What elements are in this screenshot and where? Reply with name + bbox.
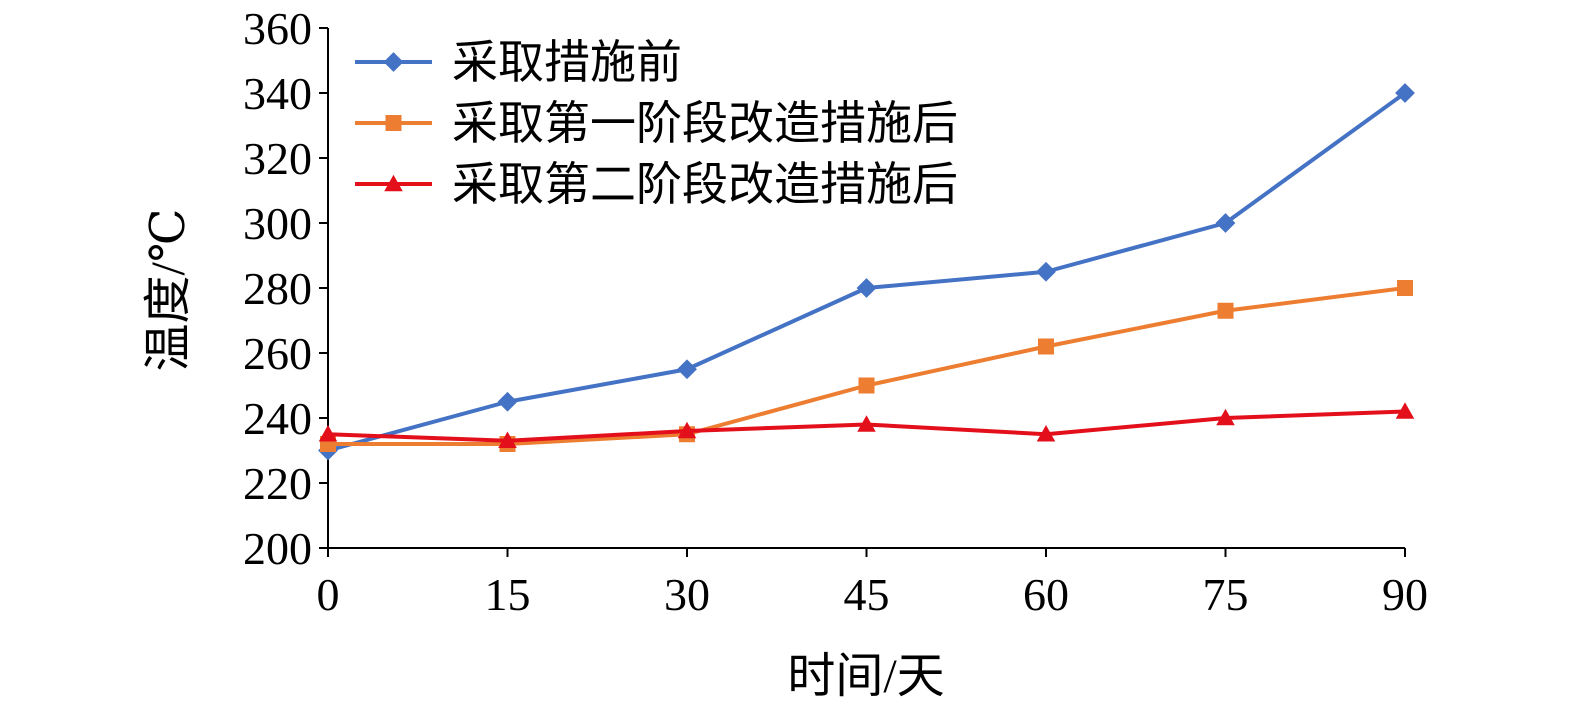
data-point — [318, 424, 338, 442]
legend-item: 采取第一阶段改造措施后 — [355, 98, 958, 149]
x-tick-label: 75 — [1203, 569, 1249, 620]
legend-swatch-marker — [385, 115, 402, 131]
y-tick-label: 320 — [243, 133, 312, 184]
data-point — [858, 377, 875, 394]
data-point — [1395, 83, 1415, 103]
x-tick-labels: 0 15 30 45 60 75 90 — [317, 569, 1429, 620]
data-point — [1036, 424, 1056, 442]
legend-item: 采取措施前 — [355, 37, 682, 88]
x-tick-label: 0 — [317, 569, 340, 620]
legend-swatch-marker — [384, 174, 403, 192]
data-point — [677, 359, 697, 380]
y-tick-label: 340 — [243, 68, 312, 119]
legend-swatch-marker — [383, 52, 404, 72]
axes — [319, 27, 1406, 557]
x-tick-label: 15 — [485, 569, 531, 620]
data-point — [1397, 280, 1413, 296]
series-1 — [318, 83, 1415, 461]
y-tick-label: 200 — [243, 523, 312, 574]
legend-label: 采取第二阶段改造措施后 — [452, 159, 958, 210]
legend-item: 采取第二阶段改造措施后 — [355, 159, 958, 210]
x-tick-label: 60 — [1023, 569, 1069, 620]
legend-label: 采取措施前 — [452, 37, 682, 88]
data-point — [498, 431, 517, 448]
data-point — [1215, 213, 1236, 233]
series-3 — [318, 402, 1415, 448]
data-point — [857, 415, 876, 432]
legend-label: 采取第一阶段改造措施后 — [452, 98, 958, 149]
data-point — [1036, 261, 1056, 282]
y-tick-labels: 200 220 240 260 280 300 320 340 360 — [243, 3, 312, 574]
data-point — [856, 278, 877, 298]
y-tick-label: 220 — [243, 458, 312, 509]
data-point — [677, 421, 697, 439]
data-point — [1395, 402, 1415, 419]
y-tick-label: 240 — [243, 393, 312, 444]
y-tick-label: 360 — [243, 3, 312, 54]
y-tick-label: 260 — [243, 328, 312, 379]
x-tick-label: 45 — [844, 569, 890, 620]
data-point — [1217, 302, 1234, 319]
data-point — [1038, 338, 1054, 355]
y-tick-label: 300 — [243, 198, 312, 249]
x-axis-title: 时间/天 — [787, 650, 944, 703]
x-tick-label: 30 — [664, 569, 710, 620]
data-point — [1216, 408, 1235, 426]
series-lines — [318, 83, 1415, 461]
y-axis-title: 温度/℃ — [142, 208, 195, 371]
data-point — [497, 391, 518, 412]
x-tick-label: 90 — [1382, 569, 1428, 620]
y-tick-label: 280 — [243, 263, 312, 314]
